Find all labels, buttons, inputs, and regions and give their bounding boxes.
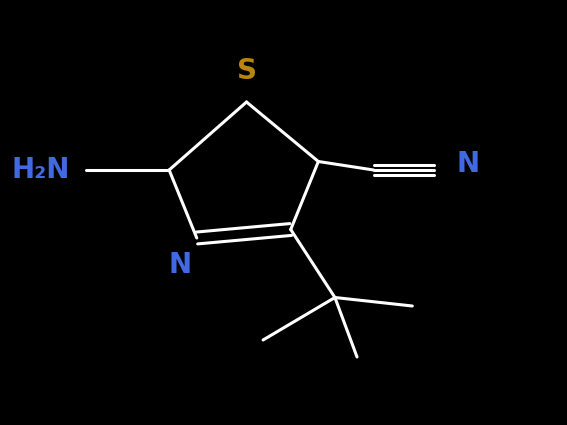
Text: N: N	[168, 251, 192, 279]
Text: N: N	[456, 150, 480, 178]
Text: H₂N: H₂N	[11, 156, 70, 184]
Text: S: S	[236, 57, 256, 85]
